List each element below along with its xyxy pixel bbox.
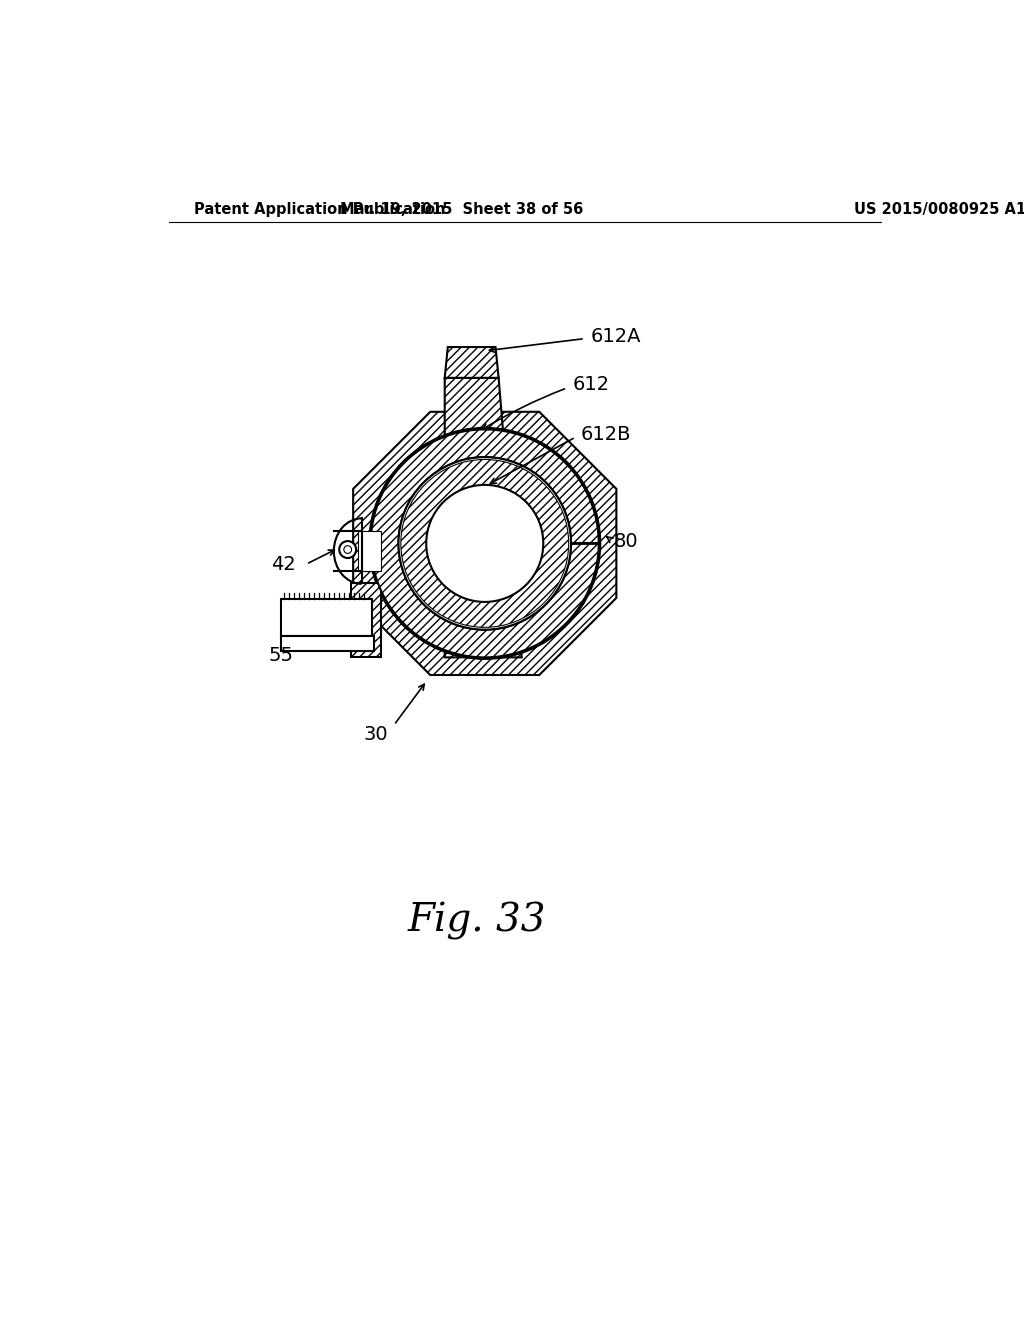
- Bar: [357, 531, 381, 572]
- Circle shape: [370, 428, 600, 659]
- Text: Fig. 33: Fig. 33: [408, 902, 547, 940]
- Circle shape: [398, 457, 571, 630]
- Text: Patent Application Publication: Patent Application Publication: [194, 202, 445, 218]
- Polygon shape: [371, 429, 599, 657]
- Text: US 2015/0080925 A1: US 2015/0080925 A1: [854, 202, 1024, 218]
- Polygon shape: [444, 378, 521, 657]
- Text: 55: 55: [268, 645, 294, 664]
- Circle shape: [339, 541, 356, 558]
- Circle shape: [344, 545, 351, 553]
- Bar: [282, 599, 373, 636]
- Text: 612A: 612A: [590, 327, 641, 346]
- Polygon shape: [444, 347, 499, 378]
- Polygon shape: [353, 412, 616, 675]
- Text: 612B: 612B: [581, 425, 632, 444]
- Polygon shape: [351, 583, 381, 657]
- Text: 612: 612: [572, 375, 609, 395]
- Bar: [282, 636, 374, 651]
- Circle shape: [426, 484, 544, 602]
- Text: 80: 80: [614, 532, 639, 550]
- Text: 30: 30: [364, 725, 388, 744]
- Text: 42: 42: [271, 554, 296, 574]
- Circle shape: [400, 459, 568, 627]
- Text: Mar. 19, 2015  Sheet 38 of 56: Mar. 19, 2015 Sheet 38 of 56: [340, 202, 584, 218]
